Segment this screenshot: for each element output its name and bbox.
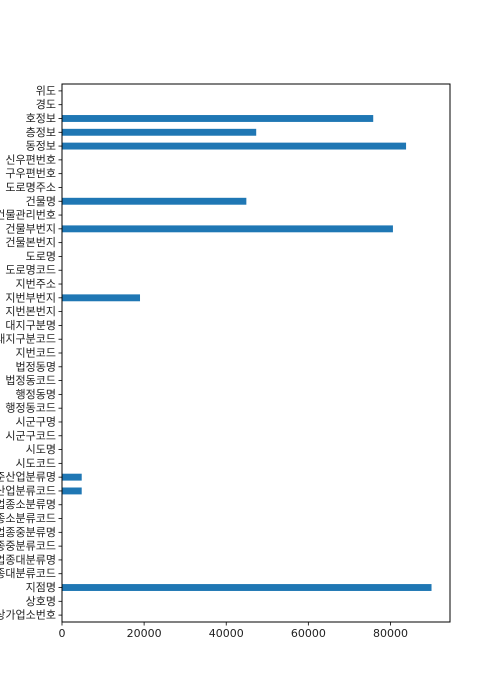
- y-tick-label: 지번부번지: [5, 291, 56, 304]
- y-tick-label: 대지구분명: [5, 319, 56, 332]
- y-tick-label: 건물명: [26, 195, 56, 208]
- y-tick-label: 건물관리번호: [0, 209, 56, 222]
- plot-frame: [61, 83, 451, 623]
- x-axis: 0 20000 40000 60000 80000: [59, 622, 408, 640]
- y-tick-label: 도로명: [26, 250, 56, 263]
- y-tick-label: 상권업종중분류명: [0, 526, 56, 539]
- bar: [62, 225, 393, 233]
- y-tick-label: 시도코드: [16, 457, 56, 470]
- y-tick-label: 도로명주소: [5, 181, 56, 194]
- x-tick-label: 40000: [209, 627, 244, 640]
- bar: [62, 473, 82, 481]
- y-tick-label: 동정보: [26, 140, 56, 153]
- y-tick-label: 상권업종중분류코드: [0, 540, 56, 553]
- y-tick-label: 신우편번호: [5, 153, 56, 166]
- y-tick-label: 구우편번호: [5, 167, 56, 180]
- y-tick-label: 표준산업분류코드: [0, 484, 56, 497]
- y-tick-label: 상권업종소분류코드: [0, 512, 56, 525]
- y-tick-label: 상권업종대분류명: [0, 553, 56, 566]
- y-tick-label: 행정동코드: [5, 402, 56, 415]
- y-tick-label: 도로명코드: [5, 264, 56, 277]
- y-tick-label: 대지구분코드: [0, 333, 56, 346]
- y-axis: 상가업소번호상호명지점명상권업종대분류코드상권업종대분류명상권업종중분류코드상권…: [0, 84, 62, 622]
- y-tick-label: 건물본번지: [5, 236, 56, 249]
- y-tick-label: 건물부번지: [5, 222, 56, 235]
- bar: [62, 584, 432, 591]
- y-tick-label: 상권업종대분류코드: [0, 567, 56, 580]
- y-tick-label: 행정동명: [16, 388, 56, 401]
- y-tick-label: 상가업소번호: [0, 609, 56, 622]
- bar: [62, 197, 247, 205]
- bar: [62, 142, 407, 150]
- x-tick-label: 0: [59, 627, 66, 640]
- y-tick-label: 상권업종소분류명: [0, 498, 56, 511]
- bar: [62, 294, 141, 302]
- x-tick-label: 80000: [373, 627, 408, 640]
- bar: [62, 128, 257, 136]
- y-tick-label: 층정보: [26, 126, 56, 139]
- y-tick-label: 지번주소: [16, 278, 56, 291]
- y-tick-label: 위도: [36, 84, 56, 97]
- y-tick-label: 상호명: [26, 595, 56, 608]
- y-tick-label: 경도: [36, 98, 56, 111]
- y-tick-label: 지번코드: [16, 347, 56, 360]
- y-tick-label: 호정보: [26, 112, 56, 125]
- bar-group: [62, 115, 432, 591]
- y-tick-label: 지점명: [26, 581, 56, 594]
- plot-area: [62, 84, 450, 622]
- y-tick-label: 시군구코드: [5, 429, 56, 442]
- x-tick-label: 20000: [127, 627, 162, 640]
- y-tick-label: 시도명: [26, 443, 56, 456]
- y-tick-label: 표준산업분류명: [0, 471, 56, 484]
- y-tick-label: 법정동명: [16, 360, 56, 373]
- y-tick-label: 지번본번지: [5, 305, 56, 318]
- bar: [62, 115, 374, 122]
- y-tick-label: 시군구명: [16, 415, 56, 428]
- x-tick-label: 60000: [291, 627, 326, 640]
- y-tick-label: 법정동코드: [5, 374, 56, 387]
- bar: [62, 487, 82, 495]
